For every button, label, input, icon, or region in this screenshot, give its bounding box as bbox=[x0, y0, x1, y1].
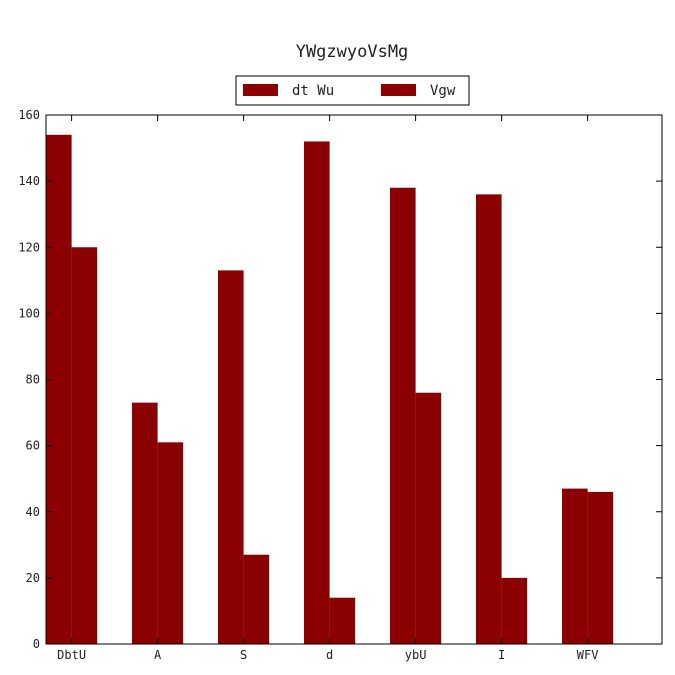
bar-2-A bbox=[158, 442, 184, 644]
bar-1-WFV bbox=[562, 489, 588, 644]
bars-group bbox=[46, 135, 613, 644]
legend-swatch-2 bbox=[381, 84, 416, 96]
bar-1-I bbox=[476, 194, 502, 644]
bar-1-S bbox=[218, 270, 244, 644]
bar-2-I bbox=[502, 578, 528, 644]
bar-1-d bbox=[304, 141, 330, 644]
y-tick-label: 60 bbox=[26, 439, 40, 453]
x-tick-label: WFV bbox=[577, 648, 599, 662]
y-tick-label: 120 bbox=[18, 240, 40, 254]
y-tick-label: 160 bbox=[18, 108, 40, 122]
x-tick-label: I bbox=[498, 648, 505, 662]
legend-swatch-1 bbox=[243, 84, 278, 96]
y-tick-label: 0 bbox=[33, 637, 40, 651]
bar-1-ybU bbox=[390, 188, 416, 644]
x-tick-label: DbtU bbox=[57, 648, 86, 662]
x-tick-label: A bbox=[154, 648, 162, 662]
bar-1-A bbox=[132, 403, 158, 644]
legend-label-1: dt Wu bbox=[292, 83, 334, 99]
bar-2-d bbox=[330, 598, 356, 644]
chart-title: YWgzwyoVsMg bbox=[296, 42, 409, 62]
y-tick-label: 20 bbox=[26, 571, 40, 585]
y-tick-label: 140 bbox=[18, 174, 40, 188]
bar-2-S bbox=[244, 555, 270, 644]
legend-label-2: Vgw bbox=[430, 83, 456, 99]
y-tick-label: 40 bbox=[26, 505, 40, 519]
bar-2-DbtU bbox=[72, 247, 98, 644]
y-tick-label: 80 bbox=[26, 373, 40, 387]
chart-legend: dt Wu Vgw bbox=[236, 76, 469, 105]
x-tick-label: d bbox=[326, 648, 333, 662]
bar-2-WFV bbox=[588, 492, 614, 644]
bar-1-DbtU bbox=[46, 135, 72, 644]
x-tick-label: ybU bbox=[405, 648, 427, 662]
x-tick-label: S bbox=[240, 648, 247, 662]
y-tick-label: 100 bbox=[18, 306, 40, 320]
bar-2-ybU bbox=[416, 393, 442, 644]
